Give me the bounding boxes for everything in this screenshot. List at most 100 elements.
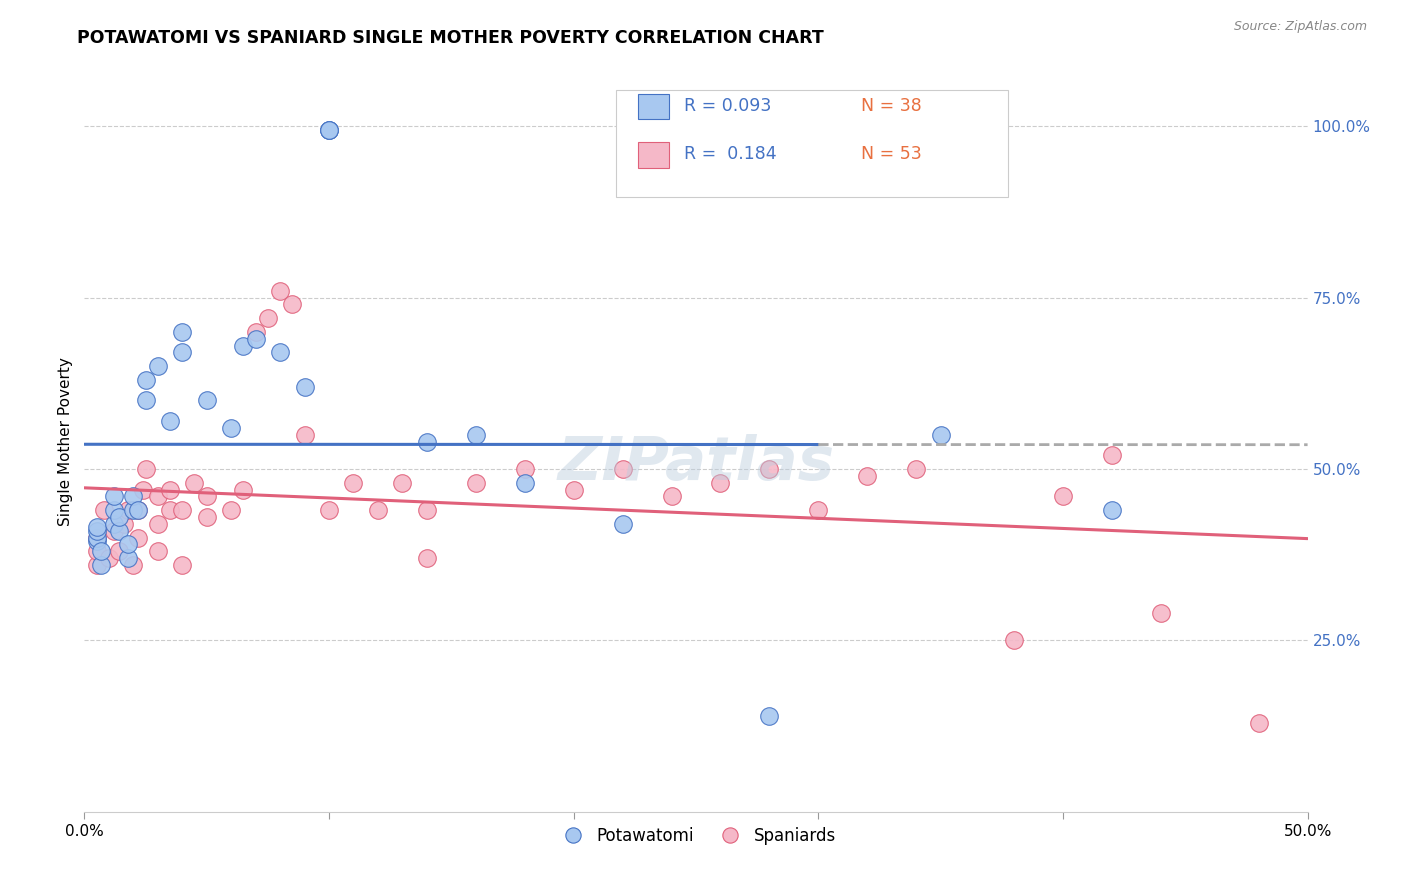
- Point: [90, 544, 112, 558]
- Point: [245, 325, 267, 339]
- Point: [86, 544, 108, 558]
- Point: [86, 531, 108, 545]
- Point: [93, 503, 115, 517]
- Point: [905, 462, 928, 476]
- Point: [195, 489, 218, 503]
- Point: [86, 520, 108, 534]
- Point: [416, 551, 439, 566]
- Point: [122, 558, 145, 572]
- Legend: Potawatomi, Spaniards: Potawatomi, Spaniards: [550, 820, 842, 852]
- Text: N = 38: N = 38: [860, 97, 922, 115]
- Point: [146, 359, 169, 373]
- Point: [929, 427, 952, 442]
- Point: [661, 489, 683, 503]
- Point: [183, 475, 205, 490]
- Point: [1101, 503, 1123, 517]
- Point: [97, 551, 120, 566]
- Point: [117, 551, 139, 566]
- Point: [318, 122, 340, 136]
- Point: [758, 462, 780, 476]
- Point: [232, 483, 254, 497]
- Point: [103, 516, 125, 531]
- Point: [172, 558, 194, 572]
- FancyBboxPatch shape: [638, 142, 669, 168]
- Point: [103, 489, 125, 503]
- Text: POTAWATOMI VS SPANIARD SINGLE MOTHER POVERTY CORRELATION CHART: POTAWATOMI VS SPANIARD SINGLE MOTHER POV…: [77, 29, 824, 46]
- Text: Source: ZipAtlas.com: Source: ZipAtlas.com: [1233, 20, 1367, 33]
- Point: [245, 332, 267, 346]
- Point: [127, 531, 149, 545]
- Point: [195, 510, 218, 524]
- Point: [86, 524, 108, 538]
- Point: [232, 338, 254, 352]
- Point: [513, 475, 536, 490]
- Point: [219, 503, 242, 517]
- Point: [1052, 489, 1074, 503]
- Point: [117, 537, 139, 551]
- Point: [107, 524, 129, 538]
- Point: [416, 434, 439, 449]
- Point: [135, 393, 157, 408]
- Point: [612, 462, 634, 476]
- Point: [367, 503, 389, 517]
- Text: R = 0.093: R = 0.093: [683, 97, 770, 115]
- Point: [269, 345, 291, 359]
- Point: [127, 503, 149, 517]
- Point: [135, 373, 157, 387]
- Point: [294, 427, 316, 442]
- FancyBboxPatch shape: [616, 90, 1008, 197]
- Point: [172, 503, 194, 517]
- Point: [1247, 715, 1270, 730]
- Point: [318, 503, 340, 517]
- Point: [807, 503, 830, 517]
- Point: [219, 421, 242, 435]
- Point: [146, 516, 169, 531]
- Text: R =  0.184: R = 0.184: [683, 145, 776, 163]
- Point: [318, 122, 340, 136]
- Point: [112, 516, 135, 531]
- Point: [122, 489, 145, 503]
- Point: [103, 524, 125, 538]
- Point: [294, 380, 316, 394]
- Text: ZIPatlas: ZIPatlas: [557, 434, 835, 493]
- Point: [172, 325, 194, 339]
- Point: [709, 475, 731, 490]
- Point: [513, 462, 536, 476]
- Point: [464, 475, 486, 490]
- Point: [1002, 633, 1025, 648]
- Point: [281, 297, 304, 311]
- Point: [107, 510, 129, 524]
- Text: N = 53: N = 53: [860, 145, 922, 163]
- Point: [342, 475, 364, 490]
- Point: [103, 503, 125, 517]
- Point: [146, 544, 169, 558]
- Point: [391, 475, 413, 490]
- Point: [86, 533, 108, 548]
- Point: [318, 122, 340, 136]
- Point: [107, 544, 129, 558]
- Point: [612, 516, 634, 531]
- Point: [195, 393, 218, 408]
- Point: [1150, 606, 1173, 620]
- Point: [257, 311, 280, 326]
- Point: [122, 503, 145, 517]
- Point: [159, 483, 181, 497]
- Point: [856, 468, 879, 483]
- Point: [132, 483, 155, 497]
- Point: [86, 531, 108, 545]
- FancyBboxPatch shape: [638, 94, 669, 120]
- Y-axis label: Single Mother Poverty: Single Mother Poverty: [58, 357, 73, 526]
- Point: [1101, 448, 1123, 462]
- Point: [127, 503, 149, 517]
- Point: [159, 503, 181, 517]
- Point: [269, 284, 291, 298]
- Point: [117, 503, 139, 517]
- Point: [172, 345, 194, 359]
- Point: [135, 462, 157, 476]
- Point: [159, 414, 181, 428]
- Point: [562, 483, 585, 497]
- Point: [416, 503, 439, 517]
- Point: [86, 558, 108, 572]
- Point: [90, 558, 112, 572]
- Point: [146, 489, 169, 503]
